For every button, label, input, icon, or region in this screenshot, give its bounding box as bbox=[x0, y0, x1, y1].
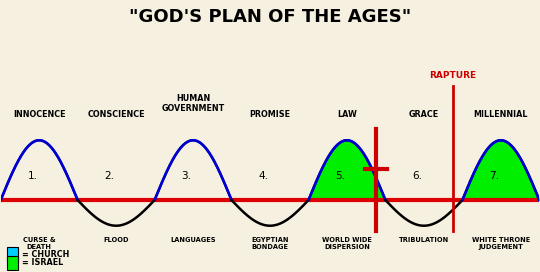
Text: "GOD'S PLAN OF THE AGES": "GOD'S PLAN OF THE AGES" bbox=[129, 8, 411, 26]
Text: PROMISE: PROMISE bbox=[249, 110, 291, 119]
Text: MILLENNIAL: MILLENNIAL bbox=[474, 110, 528, 119]
Text: 2.: 2. bbox=[105, 171, 114, 181]
Text: FLOOD: FLOOD bbox=[103, 237, 129, 243]
Text: GRACE: GRACE bbox=[409, 110, 439, 119]
Text: CONSCIENCE: CONSCIENCE bbox=[87, 110, 145, 119]
Text: HUMAN
GOVERNMENT: HUMAN GOVERNMENT bbox=[161, 94, 225, 113]
Text: 4.: 4. bbox=[259, 171, 268, 181]
Text: WORLD WIDE
DISPERSION: WORLD WIDE DISPERSION bbox=[322, 237, 372, 250]
Bar bbox=[7, 247, 18, 261]
Text: RAPTURE: RAPTURE bbox=[429, 72, 477, 81]
Text: 5.: 5. bbox=[335, 171, 346, 181]
Text: TRIBULATION: TRIBULATION bbox=[399, 237, 449, 243]
Text: INNOCENCE: INNOCENCE bbox=[13, 110, 65, 119]
Text: WHITE THRONE
JUDGEMENT: WHITE THRONE JUDGEMENT bbox=[472, 237, 530, 250]
Text: 3.: 3. bbox=[181, 171, 192, 181]
Text: = CHURCH: = CHURCH bbox=[22, 250, 70, 259]
Text: CURSE &
DEATH: CURSE & DEATH bbox=[23, 237, 56, 250]
Bar bbox=[7, 256, 18, 270]
Text: 1.: 1. bbox=[28, 171, 38, 181]
Text: 7.: 7. bbox=[489, 171, 500, 181]
Text: LANGUAGES: LANGUAGES bbox=[170, 237, 216, 243]
Text: LAW: LAW bbox=[337, 110, 357, 119]
Text: EGYPTIAN
BONDAGE: EGYPTIAN BONDAGE bbox=[251, 237, 289, 250]
Text: = ISRAEL: = ISRAEL bbox=[22, 258, 64, 267]
Text: 6.: 6. bbox=[413, 171, 422, 181]
